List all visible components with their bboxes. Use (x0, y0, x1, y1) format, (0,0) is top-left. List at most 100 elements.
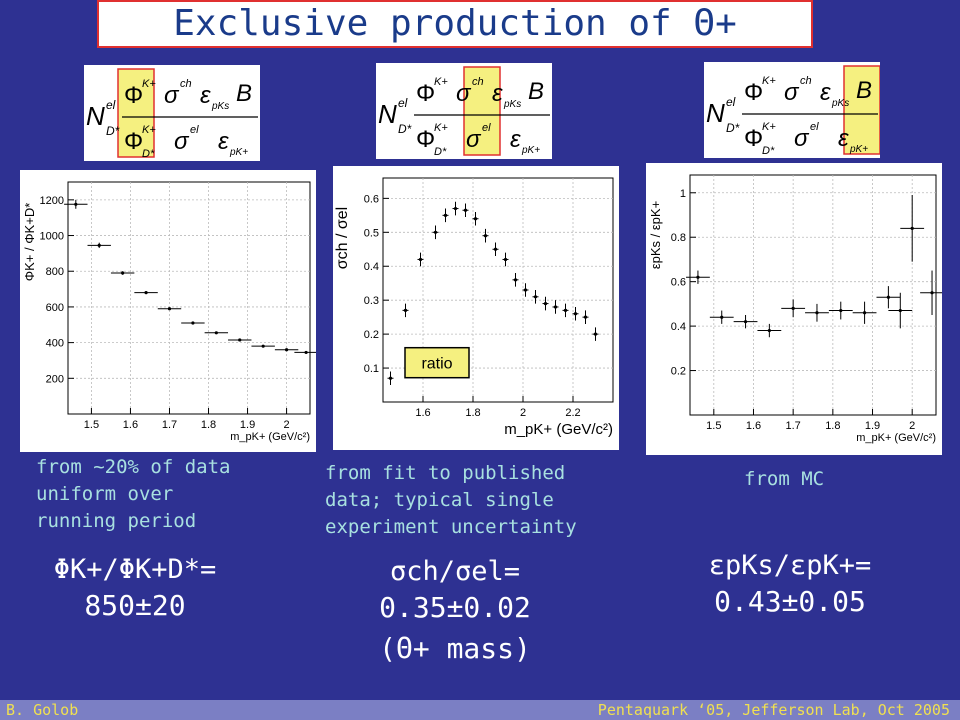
formula-highlight (117, 68, 155, 158)
y-tick-label: 0.4 (671, 321, 686, 333)
y-tick-label: 800 (46, 266, 64, 278)
formula-num-eps-sub: pKs (831, 98, 849, 109)
y-tick-label: 0.2 (671, 366, 686, 378)
data-point (167, 307, 172, 311)
formula-num-sigma: σ (784, 79, 800, 106)
y-tick-label: 0.2 (364, 329, 379, 341)
formula-b: B (856, 77, 872, 104)
plot-frame (689, 174, 937, 416)
x-tick-label: 1.9 (240, 419, 255, 431)
data-point (473, 217, 478, 221)
formula-den-eps-sub: pK+ (849, 144, 868, 155)
formula-den-eps: ε (510, 126, 521, 153)
data-point (563, 308, 568, 312)
result-left: ΦK+/ΦK+D*= 850±20 (30, 554, 240, 622)
data-point (720, 315, 724, 319)
formula-den-phi-sub: D* (142, 148, 155, 160)
data-point (533, 295, 538, 299)
data-point (238, 338, 242, 342)
y-tick-label: 0.3 (364, 295, 379, 307)
formula-num-eps-sub: pKs (503, 99, 521, 110)
data-point (583, 315, 588, 319)
result-left-equation: ΦK+/ΦK+D*= (53, 554, 217, 585)
result-middle: σch/σel= 0.35±0.02 (Θ+ mass) (340, 556, 570, 665)
formula-num-sigma-sup: ch (180, 78, 192, 90)
y-tick-label: 0.4 (364, 261, 379, 273)
formula-den-sigma: σ (466, 126, 482, 153)
formula-num-sigma-sup: ch (472, 76, 484, 88)
formula-num-eps: ε (200, 82, 211, 109)
data-point (573, 312, 578, 316)
data-point (433, 230, 438, 234)
y-axis-label: σch / σel (334, 207, 351, 269)
y-tick-label: 1 (680, 188, 686, 200)
data-point (214, 331, 218, 335)
data-point (493, 247, 498, 251)
data-point (886, 295, 890, 299)
x-tick-label: 1.8 (825, 420, 840, 432)
x-tick-label: 1.8 (465, 407, 480, 419)
x-tick-label: 2 (520, 407, 526, 419)
data-point (453, 206, 458, 211)
data-point (144, 291, 148, 295)
y-tick-label: 600 (46, 302, 64, 314)
data-point (403, 308, 408, 312)
x-tick-label: 1.8 (201, 419, 216, 431)
formula-n: N (86, 101, 105, 131)
formula-b: B (236, 80, 252, 107)
plot-efficiency-ratio: 1.5 1.6 1.7 1.8 1.9 2 0.2 0.4 0.6 0.8 1 m_pK+ (GeV/… (648, 174, 944, 444)
result-middle-value: 0.35±0.02 (379, 591, 531, 624)
plot-flux-ratio: 1.5 1.6 1.7 1.8 1.9 2 200 400 600 800 1000 1200 m_pK… (22, 181, 318, 443)
y-axis-label: ΦK+ / ΦK+D* (22, 203, 37, 282)
formula-num-sigma: σ (164, 82, 180, 109)
result-right-equation: εpKs/εpK+= (708, 550, 872, 581)
formula-den-phi: Φ (124, 128, 143, 155)
slide-title-text: Exclusive production of Θ+ (173, 3, 737, 44)
y-tick-label: 0.6 (671, 277, 686, 289)
data-point (418, 257, 423, 262)
x-tick-label: 1.6 (123, 419, 138, 431)
formula-n-sup: el (726, 95, 736, 109)
formula-den-phi: Φ (744, 125, 763, 152)
y-tick-label: 400 (46, 338, 64, 350)
data-point (513, 278, 518, 282)
data-point (483, 234, 488, 238)
formula-num-phi-sup: K+ (142, 78, 156, 90)
formula-num-phi: Φ (416, 80, 435, 107)
footer-bar: B. Golob Pentaquark ‘05, Jefferson Lab, … (0, 700, 960, 720)
formula-den-sigma-sup: el (482, 122, 491, 134)
data-point (743, 320, 748, 324)
data-point (553, 305, 558, 309)
data-point (791, 306, 795, 310)
formula-num-phi-sup: K+ (762, 75, 776, 87)
data-point (503, 257, 508, 262)
data-point (910, 226, 914, 230)
data-point (304, 350, 308, 355)
x-tick-label: 1.5 (706, 420, 721, 432)
x-tick-label: 1.9 (865, 420, 880, 432)
formula-den-phi-sup: K+ (762, 121, 776, 133)
x-tick-label: 2.2 (565, 407, 580, 419)
x-axis-label: m_pK+ (GeV/c²) (856, 432, 936, 444)
x-axis-label: m_pK+ (GeV/c²) (230, 431, 310, 443)
y-tick-label: 1000 (40, 231, 64, 243)
formula-den-eps: ε (218, 128, 229, 155)
formula-num-eps: ε (492, 80, 503, 107)
data-point (593, 332, 598, 336)
formula-n-sup: el (106, 98, 116, 112)
data-point (388, 376, 393, 380)
data-point (284, 348, 289, 352)
data-point (930, 291, 934, 295)
formula-den-sigma-sup: el (190, 124, 199, 136)
plot-right-panel: 1.5 1.6 1.7 1.8 1.9 2 0.2 0.4 0.6 0.8 1 m_pK+ (GeV/… (646, 163, 944, 455)
formula-den-phi-sub: D* (434, 146, 447, 158)
plot-middle-panel: 1.6 1.8 2 2.2 0.1 0.2 0.3 0.4 0.5 0.6 m_pK+ (GeV/c… (333, 166, 619, 450)
formula-n-sup: el (398, 96, 408, 110)
caption-middle: from fit to published data; typical sing… (325, 462, 577, 538)
data-point (696, 275, 700, 279)
x-tick-label: 2 (909, 420, 915, 432)
formula-n-sub: D* (106, 124, 120, 138)
data-point (898, 308, 902, 313)
